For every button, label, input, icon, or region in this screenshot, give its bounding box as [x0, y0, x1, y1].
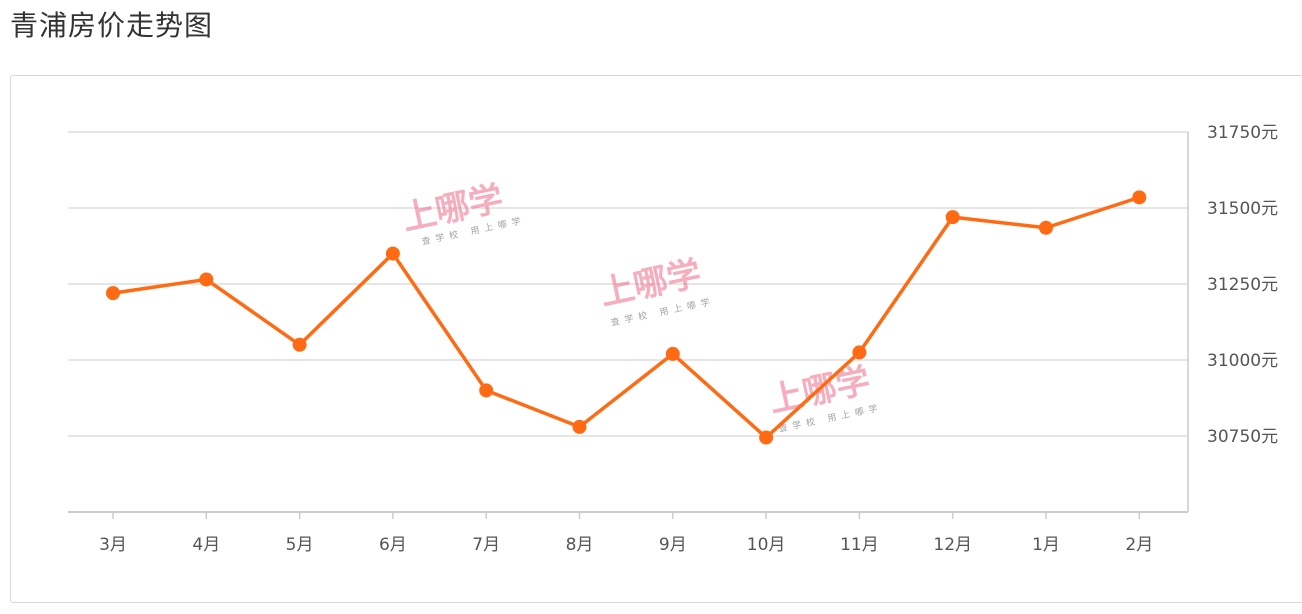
data-point	[1039, 220, 1053, 235]
x-tick-label: 2月	[1125, 535, 1153, 555]
data-point	[106, 286, 120, 301]
y-tick-label: 31500元	[1207, 199, 1278, 219]
x-tick-label: 7月	[472, 535, 500, 555]
series-line	[112, 195, 1140, 440]
x-tick-label: 1月	[1032, 535, 1060, 555]
data-point	[572, 419, 587, 434]
x-tick-label: 12月	[933, 535, 972, 555]
series-line-layer	[106, 190, 1147, 445]
data-point	[945, 210, 960, 225]
chart-panel	[10, 75, 1302, 603]
x-tick-label: 10月	[747, 535, 786, 555]
data-point	[385, 246, 400, 261]
tick-labels: 30750元 31000元 31250元 31500元 31750元 3月 4月 5月 6月 7月…	[99, 123, 1278, 555]
axes	[68, 132, 1189, 519]
y-tick-label: 31750元	[1207, 123, 1278, 143]
x-tick-label: 5月	[286, 535, 314, 555]
x-tick-label: 6月	[379, 535, 407, 555]
x-tick-label: 4月	[192, 535, 220, 555]
x-tick-label: 11月	[840, 535, 879, 555]
x-tick-label: 3月	[99, 535, 127, 555]
x-tick-label: 8月	[566, 535, 594, 555]
data-point	[1132, 190, 1147, 205]
data-point	[759, 430, 774, 445]
data-point	[665, 346, 680, 361]
y-tick-label: 31000元	[1207, 351, 1278, 371]
grid-lines	[68, 131, 1188, 437]
data-point	[199, 272, 214, 287]
data-point	[479, 383, 494, 398]
data-point	[292, 337, 307, 352]
y-tick-label: 30750元	[1207, 427, 1278, 447]
y-tick-label: 31250元	[1207, 275, 1278, 295]
page-title: 青浦房价走势图	[10, 9, 214, 42]
x-tick-label: 9月	[659, 535, 687, 555]
data-point	[852, 345, 867, 360]
